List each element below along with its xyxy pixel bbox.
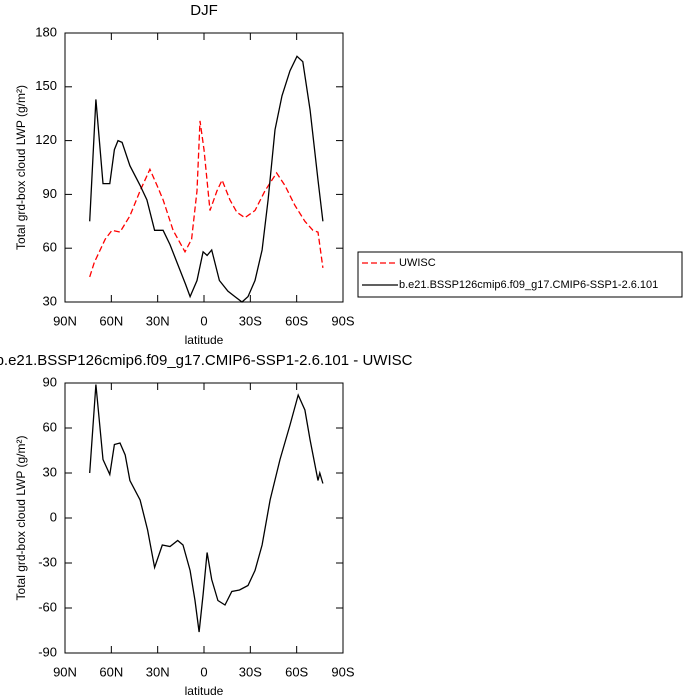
y-tick-label: 30 <box>43 464 57 479</box>
y-axis-label: Total grd-box cloud LWP (g/m²) <box>14 436 28 601</box>
y-tick-label: -30 <box>38 554 57 569</box>
y-tick-label: 120 <box>35 132 57 147</box>
y-tick-label: 30 <box>43 293 57 308</box>
chart-title: b.e21.BSSP126cmip6.f09_g17.CMIP6-SSP1-2.… <box>0 352 413 369</box>
y-axis-label: Total grd-box cloud LWP (g/m²) <box>14 85 28 250</box>
x-tick-label: 0 <box>200 664 207 679</box>
x-tick-label: 90S <box>331 664 354 679</box>
x-tick-label: 0 <box>200 313 207 328</box>
y-tick-label: -90 <box>38 644 57 659</box>
x-tick-label: 30S <box>239 664 262 679</box>
plot-frame <box>64 32 344 303</box>
x-tick-label: 90S <box>331 313 354 328</box>
y-tick-label: 180 <box>35 24 57 39</box>
x-tick-label: 60S <box>285 313 308 328</box>
x-axis-label: latitude <box>185 333 224 347</box>
plot-frame <box>64 382 344 654</box>
legend-label: b.e21.BSSP126cmip6.f09_g17.CMIP6-SSP1-2.… <box>399 279 658 291</box>
x-tick-label: 30S <box>239 313 262 328</box>
x-tick-label: 30N <box>146 313 170 328</box>
x-tick-label: 60S <box>285 664 308 679</box>
data-line <box>89 120 324 278</box>
y-tick-label: 90 <box>43 186 57 201</box>
y-tick-label: 60 <box>43 419 57 434</box>
data-line <box>89 384 324 633</box>
x-tick-label: 60N <box>99 664 123 679</box>
y-tick-label: 150 <box>35 78 57 93</box>
x-tick-label: 60N <box>99 313 123 328</box>
x-tick-label: 90N <box>53 664 77 679</box>
x-tick-label: 90N <box>53 313 77 328</box>
y-tick-label: 90 <box>43 374 57 389</box>
chart-title: DJF <box>190 2 218 19</box>
legend-label: UWISC <box>399 257 436 269</box>
legend-box <box>357 251 683 298</box>
y-tick-label: 0 <box>50 509 57 524</box>
legend: UWISC b.e21.BSSP126cmip6.f09_g17.CMIP6-SS… <box>357 251 683 298</box>
x-tick-label: 30N <box>146 664 170 679</box>
data-line <box>89 55 324 303</box>
y-tick-label: -60 <box>38 599 57 614</box>
x-axis-label: latitude <box>185 684 224 698</box>
y-tick-label: 60 <box>43 240 57 255</box>
